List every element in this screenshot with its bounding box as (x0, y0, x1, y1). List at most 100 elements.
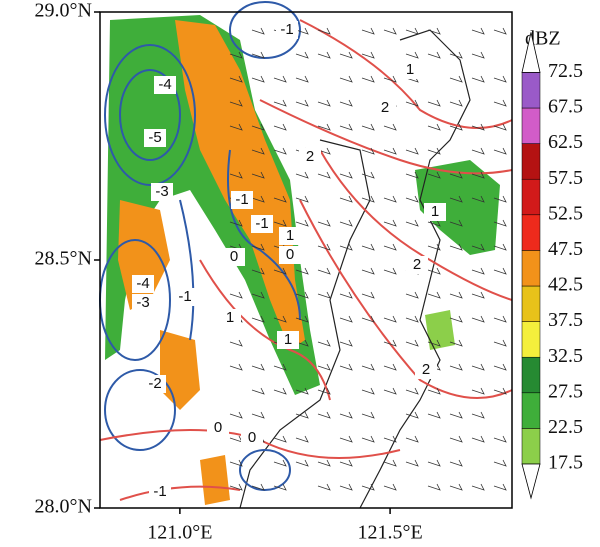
wind-barb (361, 75, 375, 83)
wind-barb (449, 363, 463, 371)
wind-barb (317, 123, 331, 131)
colorbar-label: 67.5 (548, 96, 583, 118)
wind-barb (339, 243, 353, 251)
contour-label-box (279, 246, 301, 264)
colorbar-label: 62.5 (548, 131, 583, 153)
wind-barb (295, 315, 309, 323)
wind-barb (493, 27, 507, 35)
colorbar-swatch (521, 356, 541, 394)
wind-barb (295, 291, 309, 299)
wind-barb (383, 387, 397, 395)
wind-barb (273, 99, 287, 107)
wind-barb (405, 99, 419, 107)
colorbar-label: 72.5 (548, 60, 583, 82)
wind-barb (471, 267, 485, 275)
wind-barb (471, 411, 485, 419)
contour-label-text: 0 (214, 419, 222, 436)
wind-barb (383, 315, 397, 323)
contour-label-box (279, 227, 301, 245)
wind-barb (383, 75, 397, 83)
wind-barb (449, 411, 463, 419)
wind-barb (493, 99, 507, 107)
wind-barb (361, 363, 375, 371)
wind-barb (405, 291, 419, 299)
wind-barb (229, 123, 243, 131)
contour-label-text: 2 (422, 361, 430, 378)
wind-barb (361, 267, 375, 275)
colorbar-label: 32.5 (548, 345, 583, 367)
colorbar-swatch (521, 392, 541, 429)
wind-barb (361, 291, 375, 299)
contour-label-box (415, 361, 437, 379)
colorbar-swatch (521, 72, 541, 109)
wind-barb (339, 315, 353, 323)
wind-barb (383, 363, 397, 371)
wind-barb (317, 147, 331, 155)
colorbar-label: 42.5 (548, 274, 583, 296)
wind-barb (295, 99, 309, 107)
contour-label: 2 (299, 148, 321, 166)
contour-label-text: -5 (148, 129, 161, 146)
wind-barb (383, 195, 397, 203)
wind-barb (449, 435, 463, 443)
contour-label-text: 1 (286, 227, 294, 244)
contour-label: -4 (154, 76, 176, 94)
colorbar-label: 17.5 (548, 452, 583, 474)
wind-barb (295, 387, 309, 395)
wind-barb (229, 51, 243, 59)
wind-barb (251, 27, 265, 35)
wind-barb (251, 411, 265, 419)
contour-label-box (231, 191, 253, 209)
contour-label-box (207, 419, 229, 437)
wind-barb (339, 435, 353, 443)
contour-label-box (219, 309, 241, 327)
colorbar-swatch (521, 285, 541, 322)
wind-barb (427, 291, 441, 299)
colorbar-label: 22.5 (548, 416, 583, 438)
wind-barb (339, 123, 353, 131)
contour-label-box (132, 294, 154, 312)
contour-label-text: -1 (178, 288, 191, 305)
wind-barb (493, 315, 507, 323)
wind-barb (273, 363, 287, 371)
wind-barb (317, 291, 331, 299)
contour-label: 0 (223, 248, 245, 266)
wind-barb (449, 219, 463, 227)
wind-barb (361, 315, 375, 323)
contour-label-text: 1 (431, 203, 439, 220)
wind-barb (317, 219, 331, 227)
contour-label-text: -1 (255, 215, 268, 232)
wind-barb (427, 171, 441, 179)
colorbar-swatch (521, 428, 541, 465)
wind-barb (229, 363, 243, 371)
wind-barb (229, 171, 243, 179)
lat-tick-label: 29.0°N (35, 0, 92, 22)
wind-barb (361, 483, 375, 491)
contour-label-box (144, 375, 166, 393)
contour-label: 1 (277, 331, 299, 349)
wind-barb (449, 123, 463, 131)
wind-barb (251, 171, 265, 179)
contour-label: -3 (151, 183, 173, 201)
wind-barb (295, 219, 309, 227)
lat-tick-label: 28.5°N (35, 248, 92, 270)
wind-barb (361, 123, 375, 131)
wind-barb (427, 459, 441, 467)
contour-label-text: 0 (230, 248, 238, 265)
wind-barb (449, 171, 463, 179)
wind-barb (493, 267, 507, 275)
wind-barb (317, 51, 331, 59)
contour-label: -2 (144, 375, 166, 393)
contour-label-box (149, 483, 171, 501)
wind-barb (493, 483, 507, 491)
wind-barb (427, 147, 441, 155)
echo-region (200, 455, 230, 505)
contour-label-text: -3 (136, 294, 149, 311)
wind-barb (251, 363, 265, 371)
wind-barb (361, 387, 375, 395)
wind-barb (449, 243, 463, 251)
echo-region (415, 160, 500, 255)
contour-label-text: 0 (286, 246, 294, 263)
wind-barb (273, 435, 287, 443)
wind-barb (295, 267, 309, 275)
